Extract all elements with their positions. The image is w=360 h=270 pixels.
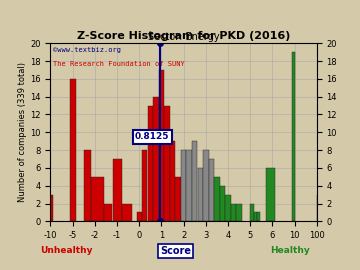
Bar [137, 212, 142, 221]
Text: 0.8125: 0.8125 [135, 132, 170, 141]
Bar [231, 204, 236, 221]
Bar [91, 177, 104, 221]
Bar [104, 204, 112, 221]
Bar [148, 106, 153, 221]
Bar [159, 70, 164, 221]
Bar [214, 177, 220, 221]
Text: Unhealthy: Unhealthy [40, 246, 93, 255]
Bar [237, 204, 242, 221]
Text: Score: Score [160, 246, 191, 256]
Bar [254, 212, 257, 221]
Bar [292, 52, 295, 221]
Bar [84, 150, 91, 221]
Bar [71, 79, 76, 221]
Text: Healthy: Healthy [270, 246, 310, 255]
Bar [153, 97, 158, 221]
Bar [175, 177, 181, 221]
Bar [266, 168, 275, 221]
Text: The Research Foundation of SUNY: The Research Foundation of SUNY [53, 61, 185, 67]
Y-axis label: Number of companies (339 total): Number of companies (339 total) [18, 62, 27, 202]
Bar [250, 204, 253, 221]
Bar [198, 168, 203, 221]
Bar [220, 186, 225, 221]
Text: ©www.textbiz.org: ©www.textbiz.org [53, 47, 121, 53]
Bar [257, 212, 260, 221]
Bar [181, 150, 186, 221]
Bar [170, 141, 175, 221]
Bar [50, 195, 53, 221]
Bar [209, 159, 214, 221]
Title: Z-Score Histogram for PKD (2016): Z-Score Histogram for PKD (2016) [77, 31, 290, 41]
Bar [192, 141, 197, 221]
Bar [164, 106, 170, 221]
Bar [203, 150, 208, 221]
Text: Sector: Energy: Sector: Energy [148, 32, 219, 42]
Bar [113, 159, 122, 221]
Bar [225, 195, 231, 221]
Bar [122, 204, 132, 221]
Bar [186, 150, 192, 221]
Bar [142, 150, 148, 221]
